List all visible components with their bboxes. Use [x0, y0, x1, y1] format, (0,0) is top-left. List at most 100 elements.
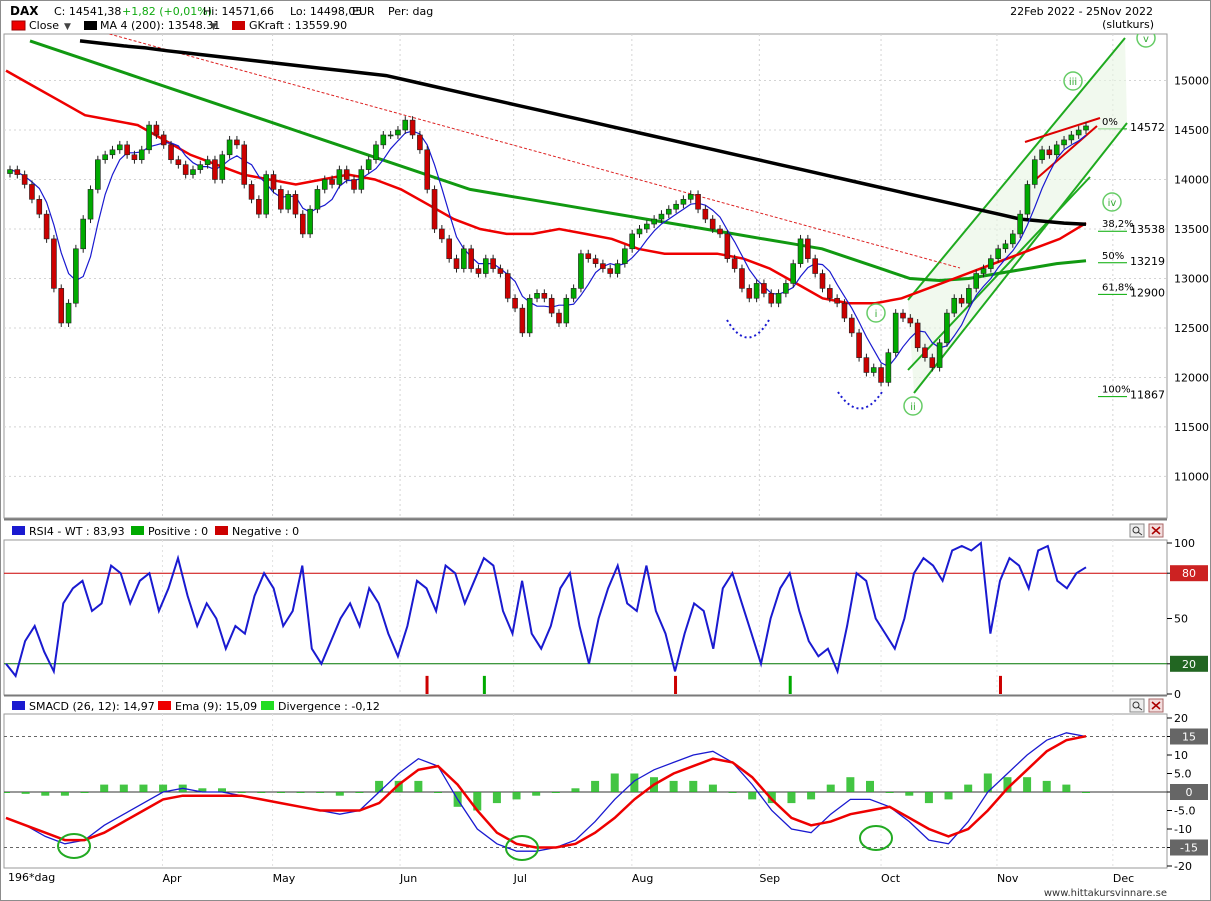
positive-swatch	[131, 526, 144, 535]
candle	[585, 249, 592, 263]
candle	[365, 155, 372, 174]
candle-body	[1053, 144, 1060, 156]
candle	[490, 254, 496, 273]
divergence-bar	[80, 792, 89, 793]
macd-y-tick: -5.0	[1174, 805, 1195, 818]
candle-body	[365, 159, 372, 170]
candle-body	[461, 248, 467, 269]
candle	[7, 165, 13, 178]
candle-body	[197, 164, 204, 170]
fib-level-value: 12900	[1130, 286, 1165, 299]
candle-body	[585, 253, 592, 259]
x-tick-label: Nov	[997, 872, 1019, 885]
candle	[570, 284, 577, 303]
x-tick-label: May	[273, 872, 296, 885]
candle	[870, 363, 877, 377]
candle-body	[592, 258, 599, 264]
candle-body	[673, 203, 679, 210]
divergence-bar	[532, 792, 541, 796]
gkraft-legend-label[interactable]: GKraft : 13559.90	[249, 19, 347, 32]
macd-level-badge	[1170, 728, 1208, 745]
ma-dropdown-icon[interactable]: ▼	[210, 22, 217, 32]
ma-legend-label[interactable]: MA 4 (200): 13548.31	[100, 19, 220, 32]
price-y-tick: 11500	[1174, 421, 1209, 434]
rsi-legend-label[interactable]: RSI4 - WT : 83,93	[29, 525, 125, 538]
candle	[797, 234, 804, 268]
candle	[475, 264, 482, 278]
candle	[461, 244, 467, 273]
ema-line	[5, 734, 1087, 849]
divergence-bar	[473, 792, 482, 811]
candle-body	[102, 154, 108, 161]
rsi-20-label: 20	[1182, 658, 1196, 671]
divergence-bar	[4, 792, 10, 793]
macd-zoom-icon[interactable]	[1129, 698, 1145, 713]
candle	[1075, 126, 1082, 139]
candle-body	[475, 268, 482, 274]
candle	[717, 225, 723, 238]
candle	[841, 299, 848, 323]
divergence-bar	[218, 788, 226, 792]
candle	[446, 234, 452, 263]
candle	[731, 254, 738, 273]
candle	[702, 205, 709, 224]
divergence-bar	[237, 792, 246, 793]
candle-body	[951, 297, 958, 314]
candle	[753, 279, 760, 303]
candle-body	[1017, 213, 1023, 235]
rsi-y-tick: 100	[1174, 537, 1195, 550]
candle-body	[819, 273, 826, 289]
gkraft-line	[5, 69, 1087, 305]
divergence-bar	[748, 792, 757, 800]
candle-body	[827, 288, 833, 299]
candle	[109, 145, 116, 159]
candle-body	[182, 164, 189, 175]
smacd-legend-label[interactable]: SMACD (26, 12): 14,97	[29, 700, 155, 713]
macd-close-icon[interactable]	[1148, 698, 1164, 713]
candle-body	[21, 174, 28, 185]
divergence-bar	[1062, 784, 1071, 792]
rsi-zoom-icon[interactable]	[1129, 523, 1145, 538]
date-range-label: 22Feb 2022 - 25Nov 2022	[1010, 5, 1153, 18]
candle-body	[900, 312, 906, 319]
rsi-close-icon[interactable]	[1148, 523, 1164, 538]
macd-y-tick: 10	[1174, 749, 1188, 762]
candle	[1068, 131, 1075, 144]
close-dropdown-icon[interactable]: ▼	[64, 22, 71, 32]
wave-label-circle	[866, 303, 886, 323]
candle	[695, 190, 701, 214]
rsi-signal-marker	[788, 675, 792, 694]
candle-body	[453, 258, 460, 269]
close-legend-label[interactable]: Close	[29, 19, 59, 32]
candle-body	[190, 169, 196, 175]
candle	[1031, 155, 1038, 189]
candle-body	[204, 159, 211, 165]
fib-level-pct: 50%	[1102, 251, 1124, 262]
candle	[168, 140, 174, 164]
divergence-bar	[119, 784, 128, 792]
candle-body	[797, 238, 804, 264]
candle-body	[607, 268, 614, 274]
divergence-bar	[630, 773, 639, 792]
gkraft-swatch	[232, 21, 245, 30]
candle-body	[541, 293, 548, 299]
divergence-bar	[60, 792, 69, 796]
candle	[1083, 122, 1089, 134]
divergence-bar	[983, 773, 992, 792]
bars-count-label: 196*dag	[8, 871, 55, 884]
candle	[226, 135, 233, 159]
candle-body	[226, 139, 233, 156]
candle	[936, 338, 943, 372]
wave-label: v	[1143, 34, 1149, 45]
candle-body	[680, 198, 687, 205]
candle-body	[256, 198, 262, 215]
candle	[966, 284, 972, 308]
candle	[351, 175, 357, 194]
candle	[373, 140, 379, 164]
watermark: www.hittakursvinnare.se	[1044, 888, 1167, 899]
candle	[607, 264, 614, 278]
candle-body	[497, 268, 504, 274]
candle-body	[746, 288, 753, 299]
candle	[534, 289, 540, 303]
divergence-bar	[964, 784, 973, 792]
